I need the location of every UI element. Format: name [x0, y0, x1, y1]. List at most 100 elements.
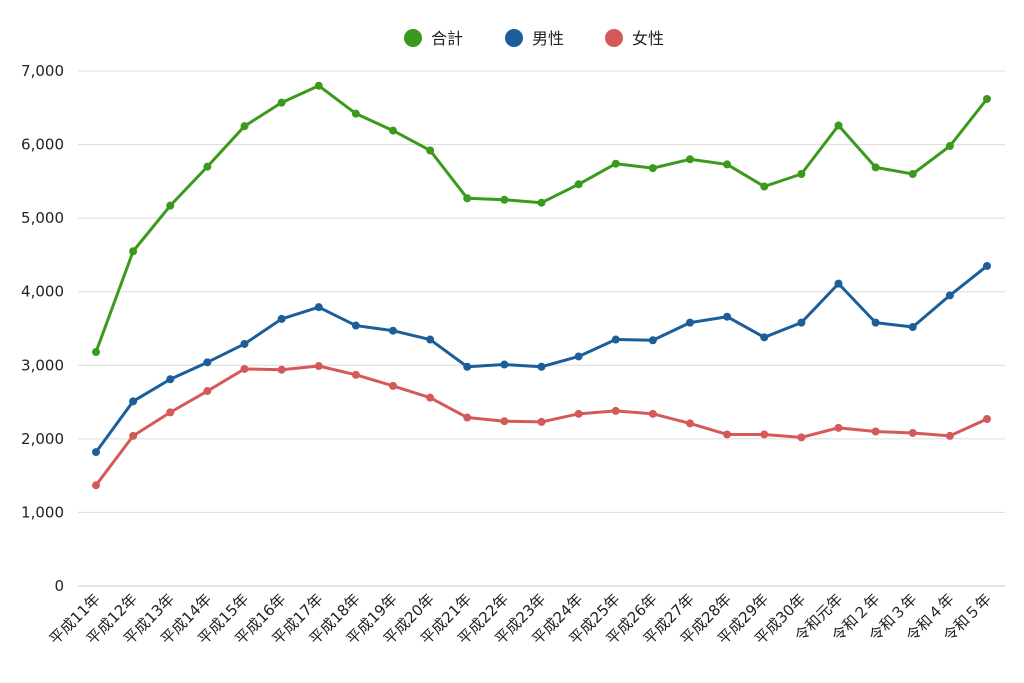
data-point	[203, 358, 212, 367]
data-point	[908, 323, 917, 332]
data-point	[92, 448, 100, 457]
y-tick-label: 2,000	[21, 430, 64, 448]
data-point	[945, 142, 954, 151]
data-point	[92, 481, 100, 490]
data-point	[351, 370, 360, 379]
data-point	[686, 419, 694, 428]
data-point	[723, 160, 732, 169]
data-point	[537, 362, 546, 371]
legend-marker	[605, 29, 623, 47]
data-point	[834, 279, 843, 288]
data-point	[426, 146, 435, 155]
series-1	[92, 81, 991, 357]
x-axis-ticks: 平成11年平成12年平成13年平成14年平成15年平成16年平成17年平成18年…	[46, 590, 995, 648]
y-tick-label: 7,000	[21, 62, 64, 80]
data-point	[389, 381, 397, 390]
legend-marker	[404, 29, 422, 47]
data-point	[500, 417, 509, 426]
data-point	[203, 162, 212, 171]
data-point	[574, 409, 583, 418]
series-2	[92, 261, 991, 457]
data-point	[983, 414, 991, 423]
data-point	[351, 109, 360, 118]
data-point	[277, 98, 286, 107]
data-point	[908, 428, 917, 437]
data-point	[166, 201, 175, 210]
data-point	[611, 406, 620, 415]
data-point	[945, 431, 954, 440]
legend-marker	[505, 29, 523, 47]
data-point	[203, 387, 212, 396]
data-point	[797, 318, 806, 327]
data-point	[277, 365, 286, 374]
data-point	[797, 433, 806, 442]
data-point	[723, 312, 732, 321]
data-point	[277, 314, 286, 323]
data-point	[389, 126, 397, 135]
data-point	[686, 155, 694, 164]
data-point	[314, 303, 323, 312]
y-tick-label: 0	[54, 577, 64, 595]
data-point	[983, 261, 991, 270]
series-3	[92, 362, 991, 490]
data-point	[426, 335, 435, 344]
data-point	[945, 291, 954, 300]
data-point	[574, 180, 583, 189]
data-point	[760, 182, 769, 191]
data-point	[463, 413, 472, 422]
data-point	[834, 423, 843, 432]
data-point	[574, 352, 583, 361]
data-point	[389, 326, 397, 335]
data-point	[240, 364, 249, 373]
data-point	[611, 335, 620, 344]
data-point	[723, 430, 732, 439]
data-point	[129, 431, 138, 440]
data-point	[463, 362, 472, 371]
data-point	[240, 339, 249, 348]
data-point	[871, 163, 880, 172]
y-tick-label: 5,000	[21, 209, 64, 227]
y-axis-ticks: 0 1,000 2,000 3,000 4,000 5,000 6,000 7,000	[21, 62, 64, 595]
data-point	[463, 194, 472, 203]
data-point	[760, 333, 769, 342]
data-point	[166, 375, 175, 384]
legend-label: 女性	[632, 29, 664, 48]
legend-label: 合計	[431, 29, 463, 48]
data-point	[426, 393, 435, 402]
data-point	[166, 408, 175, 417]
y-tick-label: 1,000	[21, 503, 64, 521]
legend-label: 男性	[532, 29, 564, 48]
data-point	[129, 397, 138, 406]
data-point	[351, 321, 360, 330]
data-point	[834, 121, 843, 130]
legend: 合計 男性 女性	[404, 29, 664, 48]
series-line	[94, 84, 989, 354]
data-point	[537, 417, 546, 426]
data-point	[983, 94, 991, 103]
data-point	[760, 430, 769, 439]
data-point	[871, 318, 880, 327]
data-point	[797, 170, 806, 178]
legend-item: 男性	[505, 29, 564, 48]
data-point	[537, 198, 546, 207]
data-point	[92, 348, 100, 357]
data-point	[500, 195, 509, 204]
data-point	[314, 362, 323, 371]
data-point	[648, 409, 657, 418]
data-point	[611, 159, 620, 168]
data-point	[686, 318, 694, 327]
data-point	[240, 122, 249, 131]
series-group	[92, 81, 991, 490]
data-point	[314, 81, 323, 90]
data-point	[908, 170, 917, 178]
data-point	[648, 336, 657, 345]
data-point	[648, 164, 657, 173]
legend-item: 合計	[404, 29, 463, 48]
y-tick-label: 3,000	[21, 356, 64, 374]
gridlines	[78, 70, 1005, 587]
legend-item: 女性	[605, 29, 664, 48]
data-point	[871, 427, 880, 436]
y-tick-label: 6,000	[21, 136, 64, 154]
y-tick-label: 4,000	[21, 283, 64, 301]
